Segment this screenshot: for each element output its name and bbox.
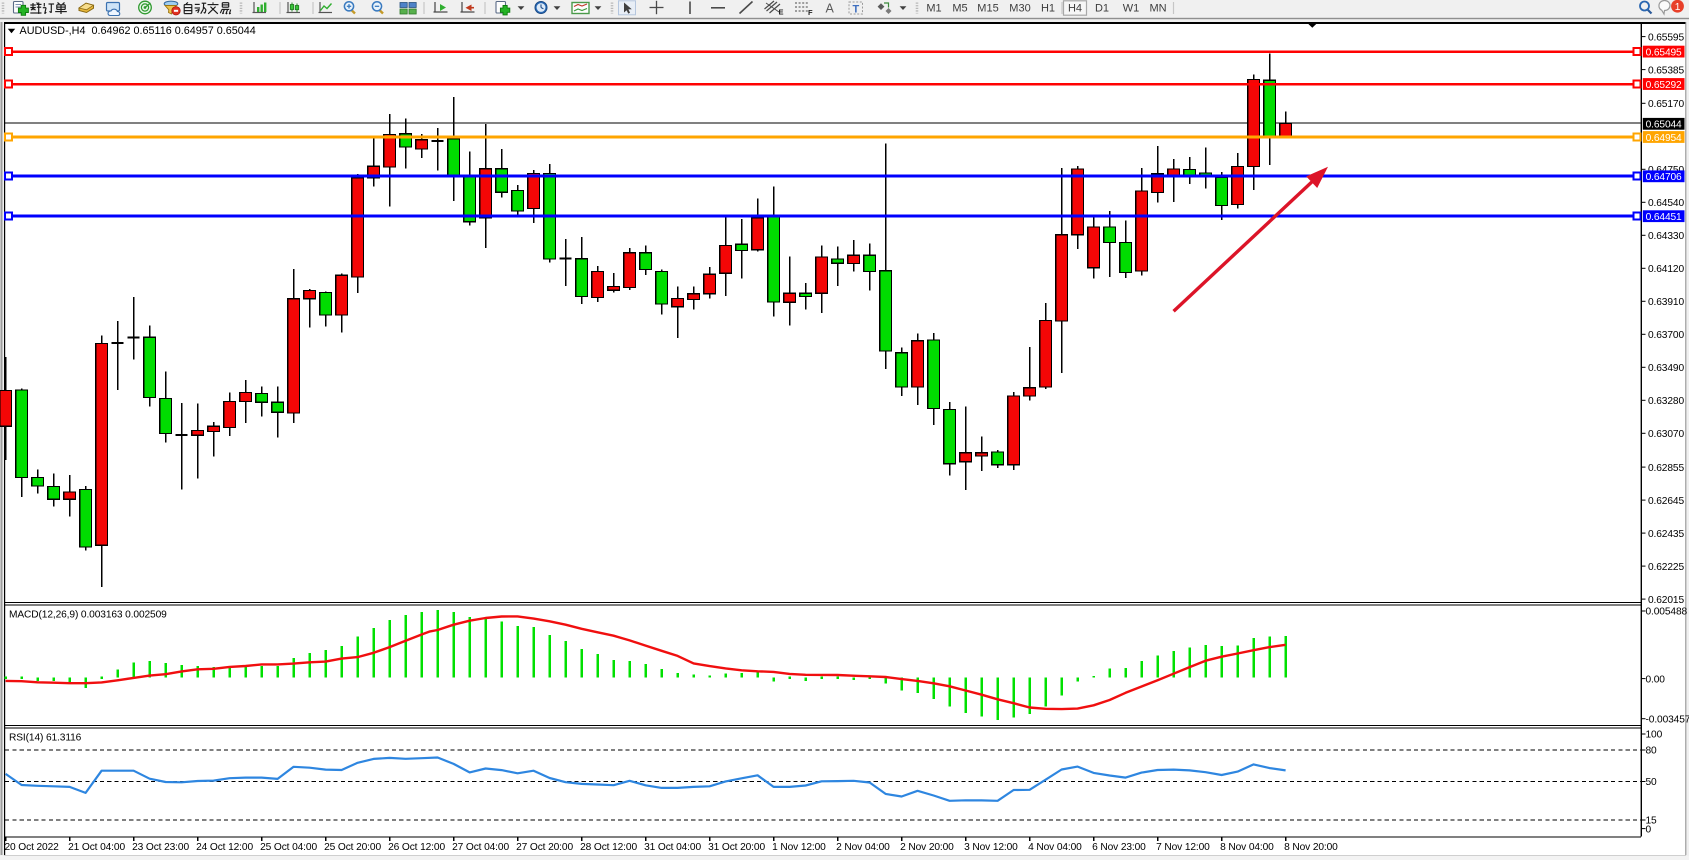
svg-text:1 Nov 12:00: 1 Nov 12:00 [772, 842, 826, 853]
svg-text:28 Oct 12:00: 28 Oct 12:00 [580, 842, 637, 853]
svg-text:0.65595: 0.65595 [1648, 32, 1684, 43]
svg-text:0.62855: 0.62855 [1648, 463, 1684, 474]
svg-text:6 Nov 23:00: 6 Nov 23:00 [1092, 842, 1146, 853]
svg-text:0.00: 0.00 [1646, 674, 1666, 685]
svg-text:0: 0 [1646, 824, 1652, 835]
svg-text:0.65495: 0.65495 [1646, 47, 1682, 58]
svg-text:3 Nov 12:00: 3 Nov 12:00 [964, 842, 1018, 853]
svg-text:A: A [826, 2, 835, 16]
svg-text:0.65292: 0.65292 [1646, 80, 1682, 91]
svg-text:0.64706: 0.64706 [1646, 172, 1682, 183]
svg-text:0.65170: 0.65170 [1648, 99, 1684, 110]
svg-text:0.62225: 0.62225 [1648, 562, 1684, 573]
svg-text:M1: M1 [926, 3, 941, 15]
svg-text:W1: W1 [1123, 3, 1140, 15]
svg-text:MACD(12,26,9) 0.003163 0.00250: MACD(12,26,9) 0.003163 0.002509 [9, 610, 167, 621]
svg-text:8 Nov 04:00: 8 Nov 04:00 [1220, 842, 1274, 853]
svg-text:31 Oct 04:00: 31 Oct 04:00 [644, 842, 701, 853]
svg-text:25 Oct 04:00: 25 Oct 04:00 [260, 842, 317, 853]
svg-text:0.63700: 0.63700 [1648, 330, 1684, 341]
svg-text:0.65044: 0.65044 [1646, 120, 1682, 131]
svg-text:15: 15 [1646, 816, 1658, 827]
svg-text:D1: D1 [1095, 3, 1109, 15]
svg-text:0.64451: 0.64451 [1646, 212, 1682, 223]
svg-text:8 Nov 20:00: 8 Nov 20:00 [1284, 842, 1338, 853]
svg-text:25 Oct 20:00: 25 Oct 20:00 [324, 842, 381, 853]
svg-text:23 Oct 23:00: 23 Oct 23:00 [132, 842, 189, 853]
svg-text:H4: H4 [1068, 3, 1082, 15]
svg-text:T: T [853, 3, 860, 15]
svg-text:27 Oct 04:00: 27 Oct 04:00 [452, 842, 509, 853]
svg-text:100: 100 [1646, 730, 1663, 741]
svg-text:0.63280: 0.63280 [1648, 396, 1684, 407]
svg-text:0.65385: 0.65385 [1648, 65, 1684, 76]
svg-text:0.005488: 0.005488 [1646, 607, 1688, 618]
svg-text:7 Nov 12:00: 7 Nov 12:00 [1156, 842, 1210, 853]
svg-text:50: 50 [1646, 777, 1658, 788]
svg-text:26 Oct 12:00: 26 Oct 12:00 [388, 842, 445, 853]
svg-text:4 Nov 04:00: 4 Nov 04:00 [1028, 842, 1082, 853]
svg-text:-0.003457: -0.003457 [1646, 714, 1689, 725]
svg-text:0.62645: 0.62645 [1648, 496, 1684, 507]
svg-text:0.62435: 0.62435 [1648, 529, 1684, 540]
svg-text:MN: MN [1149, 3, 1166, 15]
svg-text:21 Oct 04:00: 21 Oct 04:00 [68, 842, 125, 853]
svg-text:0.63910: 0.63910 [1648, 297, 1684, 308]
svg-text:RSI(14) 61.3116: RSI(14) 61.3116 [9, 733, 82, 744]
svg-text:0.64540: 0.64540 [1648, 198, 1684, 209]
svg-text:M5: M5 [952, 3, 967, 15]
svg-text:F: F [808, 8, 813, 17]
svg-text:M30: M30 [1009, 3, 1030, 15]
svg-text:E: E [779, 8, 784, 17]
svg-text:0.63070: 0.63070 [1648, 429, 1684, 440]
svg-text:0.64120: 0.64120 [1648, 264, 1684, 275]
svg-text:2 Nov 04:00: 2 Nov 04:00 [836, 842, 890, 853]
svg-text:AUDUSD-,H4 0.64962 0.65116 0.: AUDUSD-,H4 0.64962 0.65116 0.64957 0.650… [20, 25, 256, 37]
svg-text:80: 80 [1646, 746, 1658, 757]
svg-text:27 Oct 20:00: 27 Oct 20:00 [516, 842, 573, 853]
svg-text:M15: M15 [977, 3, 998, 15]
svg-text:0.63490: 0.63490 [1648, 363, 1684, 374]
svg-text:20 Oct 2022: 20 Oct 2022 [5, 842, 60, 853]
svg-text:2 Nov 20:00: 2 Nov 20:00 [900, 842, 954, 853]
svg-text:0.64330: 0.64330 [1648, 231, 1684, 242]
svg-text:0.62015: 0.62015 [1648, 595, 1684, 606]
svg-text:31 Oct 20:00: 31 Oct 20:00 [708, 842, 765, 853]
svg-text:24 Oct 12:00: 24 Oct 12:00 [196, 842, 253, 853]
svg-text:1: 1 [1675, 2, 1681, 13]
svg-text:H1: H1 [1041, 3, 1055, 15]
svg-text:0.64954: 0.64954 [1646, 133, 1682, 144]
